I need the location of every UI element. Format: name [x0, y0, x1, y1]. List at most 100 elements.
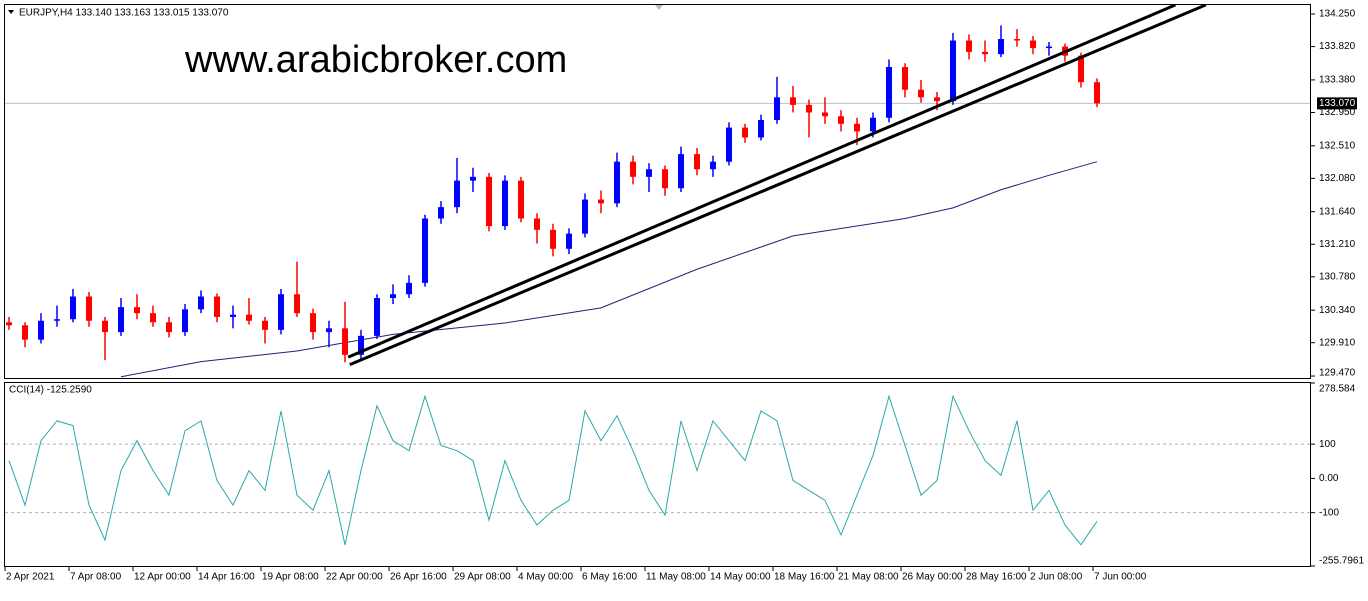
current-price-label: 133.070: [1319, 98, 1356, 109]
candle-body: [662, 169, 668, 189]
candle-body: [582, 199, 588, 234]
y-tick-label: 129.910: [1319, 337, 1356, 348]
candle-body: [246, 314, 252, 321]
candle-body: [166, 322, 172, 333]
x-tick-label: 26 Apr 16:00: [390, 572, 447, 583]
x-tick-label: 22 Apr 00:00: [326, 572, 383, 583]
y-tick-label: 133.380: [1319, 75, 1356, 86]
candle-body: [38, 320, 44, 340]
candle-body: [934, 97, 940, 102]
candle-body: [1046, 46, 1052, 49]
candle-body: [230, 314, 236, 317]
candle-body: [982, 51, 988, 55]
candle-body: [1094, 82, 1100, 104]
candle-body: [870, 117, 876, 132]
y-tick-label: 0.00: [1319, 473, 1339, 484]
candle-body: [726, 127, 732, 162]
y-tick-label: -100: [1319, 507, 1339, 518]
candle-body: [534, 218, 540, 230]
moving-average: [120, 161, 1098, 378]
candle-body: [294, 294, 300, 314]
candle-body: [118, 307, 124, 333]
x-tick-label: 29 Apr 08:00: [454, 572, 511, 583]
candle-body: [182, 309, 188, 333]
y-tick-label: 134.250: [1319, 9, 1356, 20]
candle-body: [342, 328, 348, 355]
x-tick-label: 6 May 16:00: [582, 572, 637, 583]
candle-body: [646, 169, 652, 177]
y-tick-label: 132.950: [1319, 107, 1356, 118]
cci-plot: [5, 394, 1310, 546]
y-tick-label: 133.820: [1319, 41, 1356, 52]
candle-body: [278, 294, 284, 330]
y-tick-label: 132.510: [1319, 140, 1356, 151]
candle-body: [998, 39, 1004, 55]
candle-body: [1078, 55, 1084, 83]
x-tick-label: 14 Apr 16:00: [198, 572, 255, 583]
candle-body: [422, 218, 428, 283]
x-tick-label: 21 May 08:00: [838, 572, 899, 583]
cci-panel: [4, 382, 1311, 567]
candle-body: [470, 176, 476, 181]
candle-body: [454, 180, 460, 208]
candle-body: [598, 199, 604, 204]
candle-body: [6, 322, 12, 326]
x-tick-label: 2 Apr 2021: [6, 572, 55, 583]
x-tick-label: 7 Apr 08:00: [70, 572, 122, 583]
candle-body: [310, 313, 316, 333]
candle-body: [806, 104, 812, 113]
trend-line: [349, 5, 1207, 367]
panel-handle: [655, 5, 663, 10]
candle-body: [742, 127, 748, 138]
candle-body: [518, 180, 524, 219]
candle-body: [150, 313, 156, 323]
x-tick-label: 2 Jun 08:00: [1030, 572, 1083, 583]
y-tick-label: 129.470: [1319, 368, 1356, 379]
candle-body: [950, 40, 956, 102]
menu-arrow[interactable]: [8, 10, 14, 14]
watermark: www.arabicbroker.com: [184, 39, 567, 81]
y-tick-label: 131.210: [1319, 239, 1356, 250]
candle-body: [838, 116, 844, 124]
y-tick-label: 130.780: [1319, 271, 1356, 282]
y-tick-label: -255.7961: [1319, 556, 1364, 567]
main-panel: [4, 4, 1311, 379]
x-tick-label: 14 May 00:00: [710, 572, 771, 583]
candle-body: [678, 154, 684, 189]
candle-body: [70, 296, 76, 320]
candle-body: [1014, 39, 1020, 41]
y-tick-label: 100: [1319, 439, 1336, 450]
candle-body: [262, 320, 268, 330]
candle-body: [566, 233, 572, 249]
candle-body: [822, 112, 828, 117]
candle-body: [486, 176, 492, 227]
y-tick-label: 278.584: [1319, 384, 1356, 395]
trend-line: [347, 5, 1176, 359]
symbol-header: EURJPY,H4 133.140 133.163 133.015 133.07…: [19, 8, 229, 19]
candle-body: [134, 307, 140, 314]
candle-body: [902, 67, 908, 90]
x-tick-label: 7 Jun 00:00: [1094, 572, 1147, 583]
cci-line: [8, 394, 1098, 546]
candle-body: [966, 40, 972, 52]
x-tick-label: 18 May 16:00: [774, 572, 835, 583]
candle-body: [854, 123, 860, 132]
x-tick-label: 26 May 00:00: [902, 572, 963, 583]
candle-body: [710, 161, 716, 170]
x-tick-label: 11 May 08:00: [646, 572, 706, 583]
candle-body: [502, 180, 508, 227]
candle-body: [886, 67, 892, 118]
candle-body: [22, 325, 28, 340]
candle-body: [630, 161, 636, 177]
candle-body: [358, 335, 364, 355]
x-tick-label: 28 May 16:00: [966, 572, 1027, 583]
price-plot: [5, 5, 1310, 378]
cci-title: CCI(14) -125.2590: [9, 385, 92, 396]
candle-body: [406, 282, 412, 295]
candle-body: [774, 97, 780, 121]
axes: 134.250 133.820 133.380 132.950 132.510 132.0…: [4, 9, 1364, 583]
x-tick-label: 4 May 00:00: [518, 572, 573, 583]
candle-body: [790, 97, 796, 105]
candle-body: [614, 161, 620, 204]
